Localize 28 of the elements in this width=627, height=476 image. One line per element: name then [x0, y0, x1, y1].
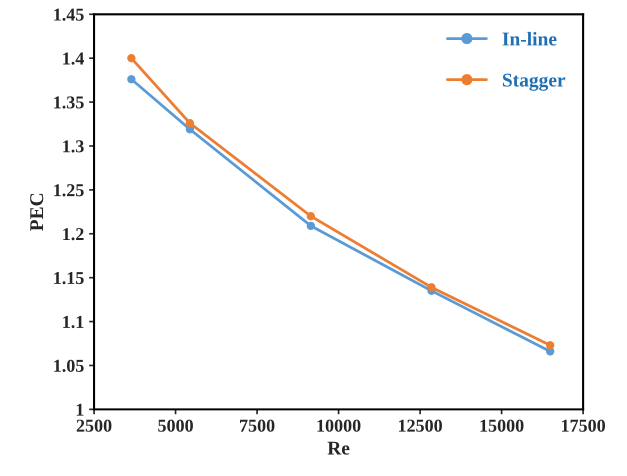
x-tick-label: 2500 — [76, 420, 112, 432]
y-tick-label: 1.15 — [54, 272, 84, 284]
x-tick-label: 15000 — [480, 420, 524, 432]
y-tick-label: 1.35 — [54, 96, 84, 109]
legend-label: Stagger — [502, 74, 566, 91]
x-tick-label: 17500 — [562, 420, 605, 432]
point — [546, 341, 554, 350]
point — [427, 283, 436, 292]
y-tick-label: 1.3 — [63, 140, 84, 152]
point — [127, 54, 136, 62]
point — [306, 222, 316, 230]
point — [306, 212, 316, 220]
x-tick-label: 5000 — [158, 420, 193, 432]
y-tick-label: 1 — [76, 404, 84, 416]
legend-label: In-line — [502, 32, 556, 46]
y-axis-title: PEC — [30, 194, 44, 231]
y-tick-label: 1.4 — [63, 52, 84, 65]
y-tick-label: 1.25 — [54, 184, 84, 196]
y-tick-label: 1.05 — [54, 360, 84, 372]
point — [186, 118, 194, 128]
y-tick-label: 1.1 — [63, 316, 84, 328]
x-axis-title: Re — [328, 442, 350, 455]
x-tick-label: 7500 — [240, 420, 274, 432]
x-tick-label: 12500 — [398, 420, 442, 432]
y-tick-label: 1.2 — [63, 228, 84, 240]
point — [127, 75, 136, 84]
y-tick-label: 1.45 — [54, 8, 84, 21]
x-tick-label: 10000 — [317, 420, 360, 432]
